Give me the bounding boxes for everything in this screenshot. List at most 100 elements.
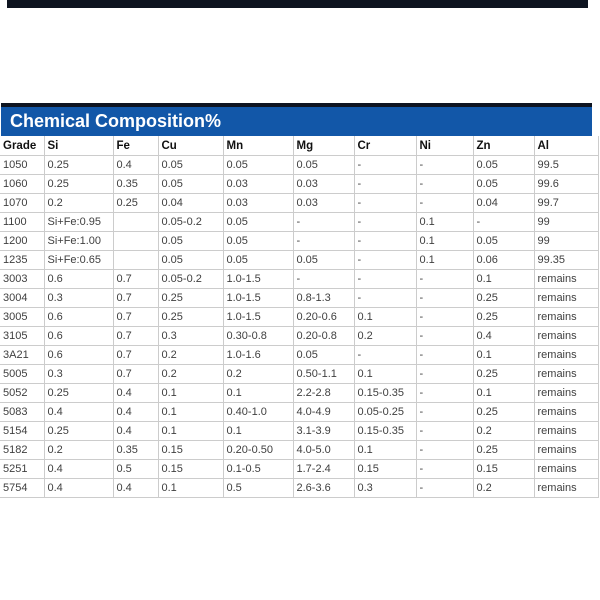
table-cell: 0.2 bbox=[353, 326, 417, 346]
table-row: 3005 0.6 0.7 0.25 1.0-1.5 0.20-0.6 0.1-0.25 rem… bbox=[0, 307, 599, 327]
section-title-bar: Chemical Composition% bbox=[1, 103, 592, 136]
table-cell: 0.2 bbox=[43, 193, 114, 213]
table-cell: 1.7-2.4 bbox=[292, 459, 355, 479]
table-cell: - bbox=[472, 212, 535, 232]
table-cell: - bbox=[415, 155, 474, 175]
table-cell: 0.15-0.35 bbox=[353, 421, 417, 441]
grade-cell: 3004 bbox=[0, 288, 45, 308]
table-cell: Si+Fe:0.65 bbox=[43, 250, 114, 270]
table-cell: 0.03 bbox=[292, 193, 355, 213]
table-cell: 0.4 bbox=[43, 402, 114, 422]
table-cell: 0.05 bbox=[222, 231, 294, 251]
table-cell: 0.5 bbox=[112, 459, 159, 479]
table-cell: 0.3 bbox=[353, 478, 417, 498]
table-cell: 0.6 bbox=[43, 326, 114, 346]
table-cell: 99.6 bbox=[533, 174, 599, 194]
column-header: Ni bbox=[415, 136, 474, 156]
table-cell: 0.05 bbox=[222, 212, 294, 232]
table-cell: 0.05 bbox=[292, 345, 355, 365]
table-cell: - bbox=[353, 212, 417, 232]
table-cell: remains bbox=[533, 345, 599, 365]
grade-cell: 3003 bbox=[0, 269, 45, 289]
table-cell: 0.6 bbox=[43, 345, 114, 365]
table-cell: - bbox=[415, 364, 474, 384]
table-cell: 0.20-0.6 bbox=[292, 307, 355, 327]
table-cell: 0.1 bbox=[353, 440, 417, 460]
grade-cell: 3105 bbox=[0, 326, 45, 346]
table-cell: - bbox=[353, 269, 417, 289]
table-row: 1070 0.2 0.25 0.04 0.03 0.03- -0.04 99.7 bbox=[0, 193, 599, 213]
column-header: Mn bbox=[222, 136, 294, 156]
table-row: 5083 0.4 0.4 0.1 0.40-1.0 4.0-4.9 0.05-0.25-0.… bbox=[0, 402, 599, 422]
table-cell: 0.6 bbox=[43, 307, 114, 327]
table-cell: 0.05 bbox=[157, 231, 224, 251]
table-cell: remains bbox=[533, 440, 599, 460]
table-row: 5251 0.4 0.5 0.15 0.1-0.5 1.7-2.4 0.15-0.15 rem… bbox=[0, 459, 599, 479]
table-cell: 0.03 bbox=[222, 193, 294, 213]
table-row: 1050 0.25 0.4 0.05 0.05 0.05- -0.05 99.5 bbox=[0, 155, 599, 175]
table-cell: - bbox=[415, 269, 474, 289]
table-cell: 0.8-1.3 bbox=[292, 288, 355, 308]
table-cell: 0.4 bbox=[43, 478, 114, 498]
table-cell: 0.05 bbox=[222, 250, 294, 270]
table-cell: remains bbox=[533, 288, 599, 308]
table-cell: 0.25 bbox=[43, 155, 114, 175]
table-row: 1060 0.25 0.35 0.05 0.03 0.03- -0.05 99.6 bbox=[0, 174, 599, 194]
top-divider-bar bbox=[7, 0, 588, 8]
table-cell: 0.25 bbox=[472, 364, 535, 384]
table-cell: 0.03 bbox=[222, 174, 294, 194]
table-cell: 0.1 bbox=[415, 231, 474, 251]
table-cell: 0.05 bbox=[472, 174, 535, 194]
table-cell: 4.0-4.9 bbox=[292, 402, 355, 422]
table-cell: remains bbox=[533, 383, 599, 403]
grade-cell: 1060 bbox=[0, 174, 45, 194]
grade-cell: 3A21 bbox=[0, 345, 45, 365]
table-cell: 0.15 bbox=[472, 459, 535, 479]
table-cell: 0.50-1.1 bbox=[292, 364, 355, 384]
table-cell: - bbox=[353, 174, 417, 194]
table-row: 3004 0.3 0.7 0.25 1.0-1.5 0.8-1.3- -0.25 remain… bbox=[0, 288, 599, 308]
table-cell: remains bbox=[533, 364, 599, 384]
table-cell: 0.15 bbox=[157, 459, 224, 479]
table-cell: 0.20-0.8 bbox=[292, 326, 355, 346]
table-cell: 2.6-3.6 bbox=[292, 478, 355, 498]
table-cell: 0.7 bbox=[112, 326, 159, 346]
table-cell: 0.1 bbox=[222, 421, 294, 441]
table-row: 1200 Si+Fe:1.00 0.05 0.05- -0.1 0.05 99 bbox=[0, 231, 599, 251]
table-cell: - bbox=[415, 440, 474, 460]
grade-cell: 5005 bbox=[0, 364, 45, 384]
table-cell: 0.1 bbox=[157, 478, 224, 498]
table-cell: 0.3 bbox=[43, 364, 114, 384]
table-row: 1100 Si+Fe:0.95 0.05-0.2 0.05- -0.1-99 bbox=[0, 212, 599, 232]
table-cell: - bbox=[415, 421, 474, 441]
column-header: Grade bbox=[0, 136, 45, 156]
table-cell: 0.3 bbox=[157, 326, 224, 346]
table-cell: 0.35 bbox=[112, 174, 159, 194]
table-cell: Si+Fe:0.95 bbox=[43, 212, 114, 232]
table-cell: 0.7 bbox=[112, 269, 159, 289]
grade-cell: 1070 bbox=[0, 193, 45, 213]
table-cell: 0.05 bbox=[292, 250, 355, 270]
table-row: 5754 0.4 0.4 0.1 0.5 2.6-3.6 0.3-0.2 remains bbox=[0, 478, 599, 498]
table-cell: 0.25 bbox=[157, 307, 224, 327]
table-cell: - bbox=[353, 288, 417, 308]
table-cell: 0.1 bbox=[415, 250, 474, 270]
table-cell: 0.15 bbox=[353, 459, 417, 479]
table-row: 5154 0.25 0.4 0.1 0.1 3.1-3.9 0.15-0.35-0.2 rem… bbox=[0, 421, 599, 441]
table-cell: 2.2-2.8 bbox=[292, 383, 355, 403]
table-cell: 0.05 bbox=[157, 174, 224, 194]
grade-cell: 5251 bbox=[0, 459, 45, 479]
column-header: Cu bbox=[157, 136, 224, 156]
table-cell: - bbox=[353, 231, 417, 251]
table-cell: 0.40-1.0 bbox=[222, 402, 294, 422]
table-cell: remains bbox=[533, 307, 599, 327]
table-cell: 0.4 bbox=[43, 459, 114, 479]
table-cell: 0.5 bbox=[222, 478, 294, 498]
table-cell: remains bbox=[533, 478, 599, 498]
table-cell: 0.4 bbox=[112, 155, 159, 175]
table-cell: 0.4 bbox=[112, 478, 159, 498]
table-cell: - bbox=[415, 402, 474, 422]
table-cell: - bbox=[353, 345, 417, 365]
table-cell: 0.06 bbox=[472, 250, 535, 270]
table-cell: - bbox=[415, 307, 474, 327]
